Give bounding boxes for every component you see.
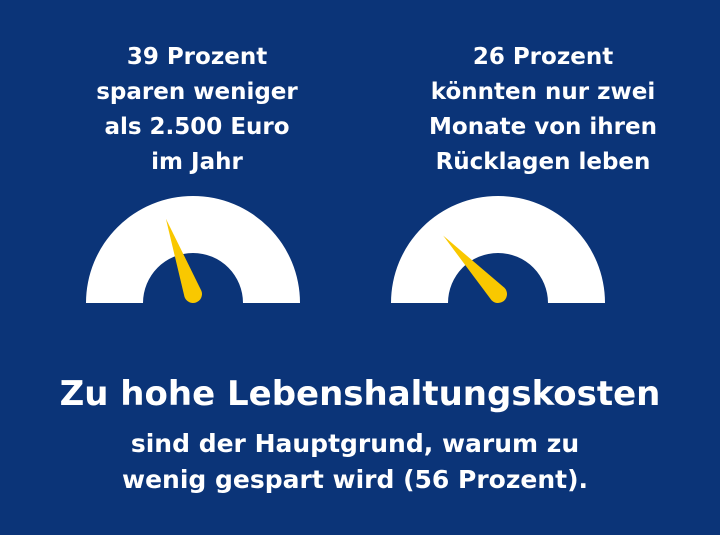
subline: sind der Hauptgrund, warum zu wenig gesp… (0, 426, 720, 498)
caption-line: könnten nur zwei (430, 79, 656, 105)
gauge-needle (443, 235, 508, 304)
subline-line: sind der Hauptgrund, warum zu (130, 429, 580, 458)
gauge-needle (165, 218, 202, 303)
caption-line: sparen weniger (96, 79, 298, 105)
caption-line: als 2.500 Euro (104, 114, 290, 140)
gauge-caption-2: 26 Prozent könnten nur zwei Monate von i… (393, 40, 693, 180)
caption-line: 39 Prozent (126, 44, 268, 70)
caption-line: Rücklagen leben (435, 149, 651, 175)
gauge-1 (86, 196, 300, 303)
caption-line: im Jahr (151, 149, 243, 175)
gauge-caption-1: 39 Prozent sparen weniger als 2.500 Euro… (47, 40, 347, 180)
gauge-arc (391, 196, 605, 303)
subline-line: wenig gespart wird (56 Prozent). (121, 465, 588, 494)
gauge-2 (391, 196, 605, 304)
headline: Zu hohe Lebenshaltungskosten (59, 374, 661, 414)
caption-line: 26 Prozent (472, 44, 614, 70)
caption-line: Monate von ihren (429, 114, 657, 140)
gauge-arc (86, 196, 300, 303)
